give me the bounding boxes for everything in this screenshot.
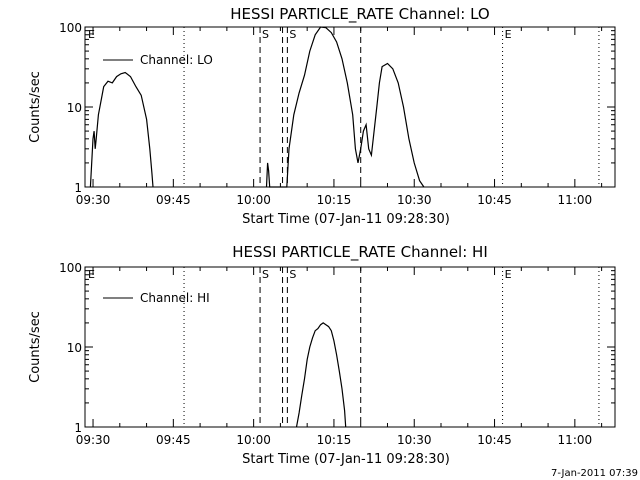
x-tick-label: 10:30 — [397, 433, 432, 447]
axis-ticks: 09:30 09:45 10:00 10:15 10:30 10:45 11:00 1 10 10… — [59, 21, 615, 207]
x-tick-label: 10:45 — [477, 193, 512, 207]
x-tick-label: 11:00 — [558, 193, 593, 207]
event-marker: E — [88, 268, 95, 281]
event-marker: S — [262, 268, 269, 281]
data-series-line — [295, 322, 347, 428]
data-series-group — [295, 322, 347, 428]
event-lines — [183, 267, 600, 427]
event-marker: S — [289, 268, 296, 281]
x-tick-label: 09:30 — [76, 433, 111, 447]
data-series-group — [89, 26, 425, 188]
chart-panel-lo: HESSI PARTICLE_RATE Channel: LO 09:30 09:… — [28, 5, 616, 227]
y-tick-label: 10 — [67, 101, 82, 115]
chart-panel-hi: HESSI PARTICLE_RATE Channel: HI 09:30 09:… — [28, 243, 616, 467]
y-axis-label: Counts/sec — [28, 71, 43, 143]
x-tick-label: 10:15 — [317, 433, 352, 447]
event-marker: S — [262, 28, 269, 41]
y-tick-label: 10 — [67, 341, 82, 355]
event-marker: E — [505, 28, 512, 41]
x-tick-label: 10:45 — [477, 433, 512, 447]
legend: Channel: LO — [103, 53, 213, 67]
y-tick-label: 100 — [59, 21, 82, 35]
event-marker: S — [289, 28, 296, 41]
y-tick-label: 1 — [74, 421, 82, 435]
y-tick-label: 1 — [74, 181, 82, 195]
legend-label: Channel: LO — [140, 53, 213, 67]
x-axis-label: Start Time (07-Jan-11 09:28:30) — [242, 452, 450, 467]
axis-ticks: 09:30 09:45 10:00 10:15 10:30 10:45 11:00 1 10 10… — [59, 261, 615, 447]
legend-label: Channel: HI — [140, 291, 210, 305]
event-lines — [183, 27, 600, 187]
x-tick-label: 09:30 — [76, 193, 111, 207]
x-tick-label: 10:00 — [236, 193, 271, 207]
plot-frame — [84, 26, 616, 188]
data-series-line — [265, 26, 425, 188]
data-series-line — [89, 71, 154, 188]
x-tick-label: 10:15 — [317, 193, 352, 207]
chart-title: HESSI PARTICLE_RATE Channel: HI — [232, 243, 488, 262]
x-tick-label: 10:30 — [397, 193, 432, 207]
footer-timestamp: 7-Jan-2011 07:39 — [551, 468, 638, 479]
x-axis-label: Start Time (07-Jan-11 09:28:30) — [242, 212, 450, 227]
event-marker: E — [505, 268, 512, 281]
y-tick-label: 100 — [59, 261, 82, 275]
x-tick-label: 09:45 — [156, 193, 191, 207]
x-tick-label: 11:00 — [558, 433, 593, 447]
x-tick-label: 10:00 — [236, 433, 271, 447]
event-marker: E — [88, 28, 95, 41]
legend: Channel: HI — [103, 291, 210, 305]
x-tick-label: 09:45 — [156, 433, 191, 447]
y-axis-label: Counts/sec — [28, 311, 43, 383]
chart-title: HESSI PARTICLE_RATE Channel: LO — [230, 5, 489, 24]
